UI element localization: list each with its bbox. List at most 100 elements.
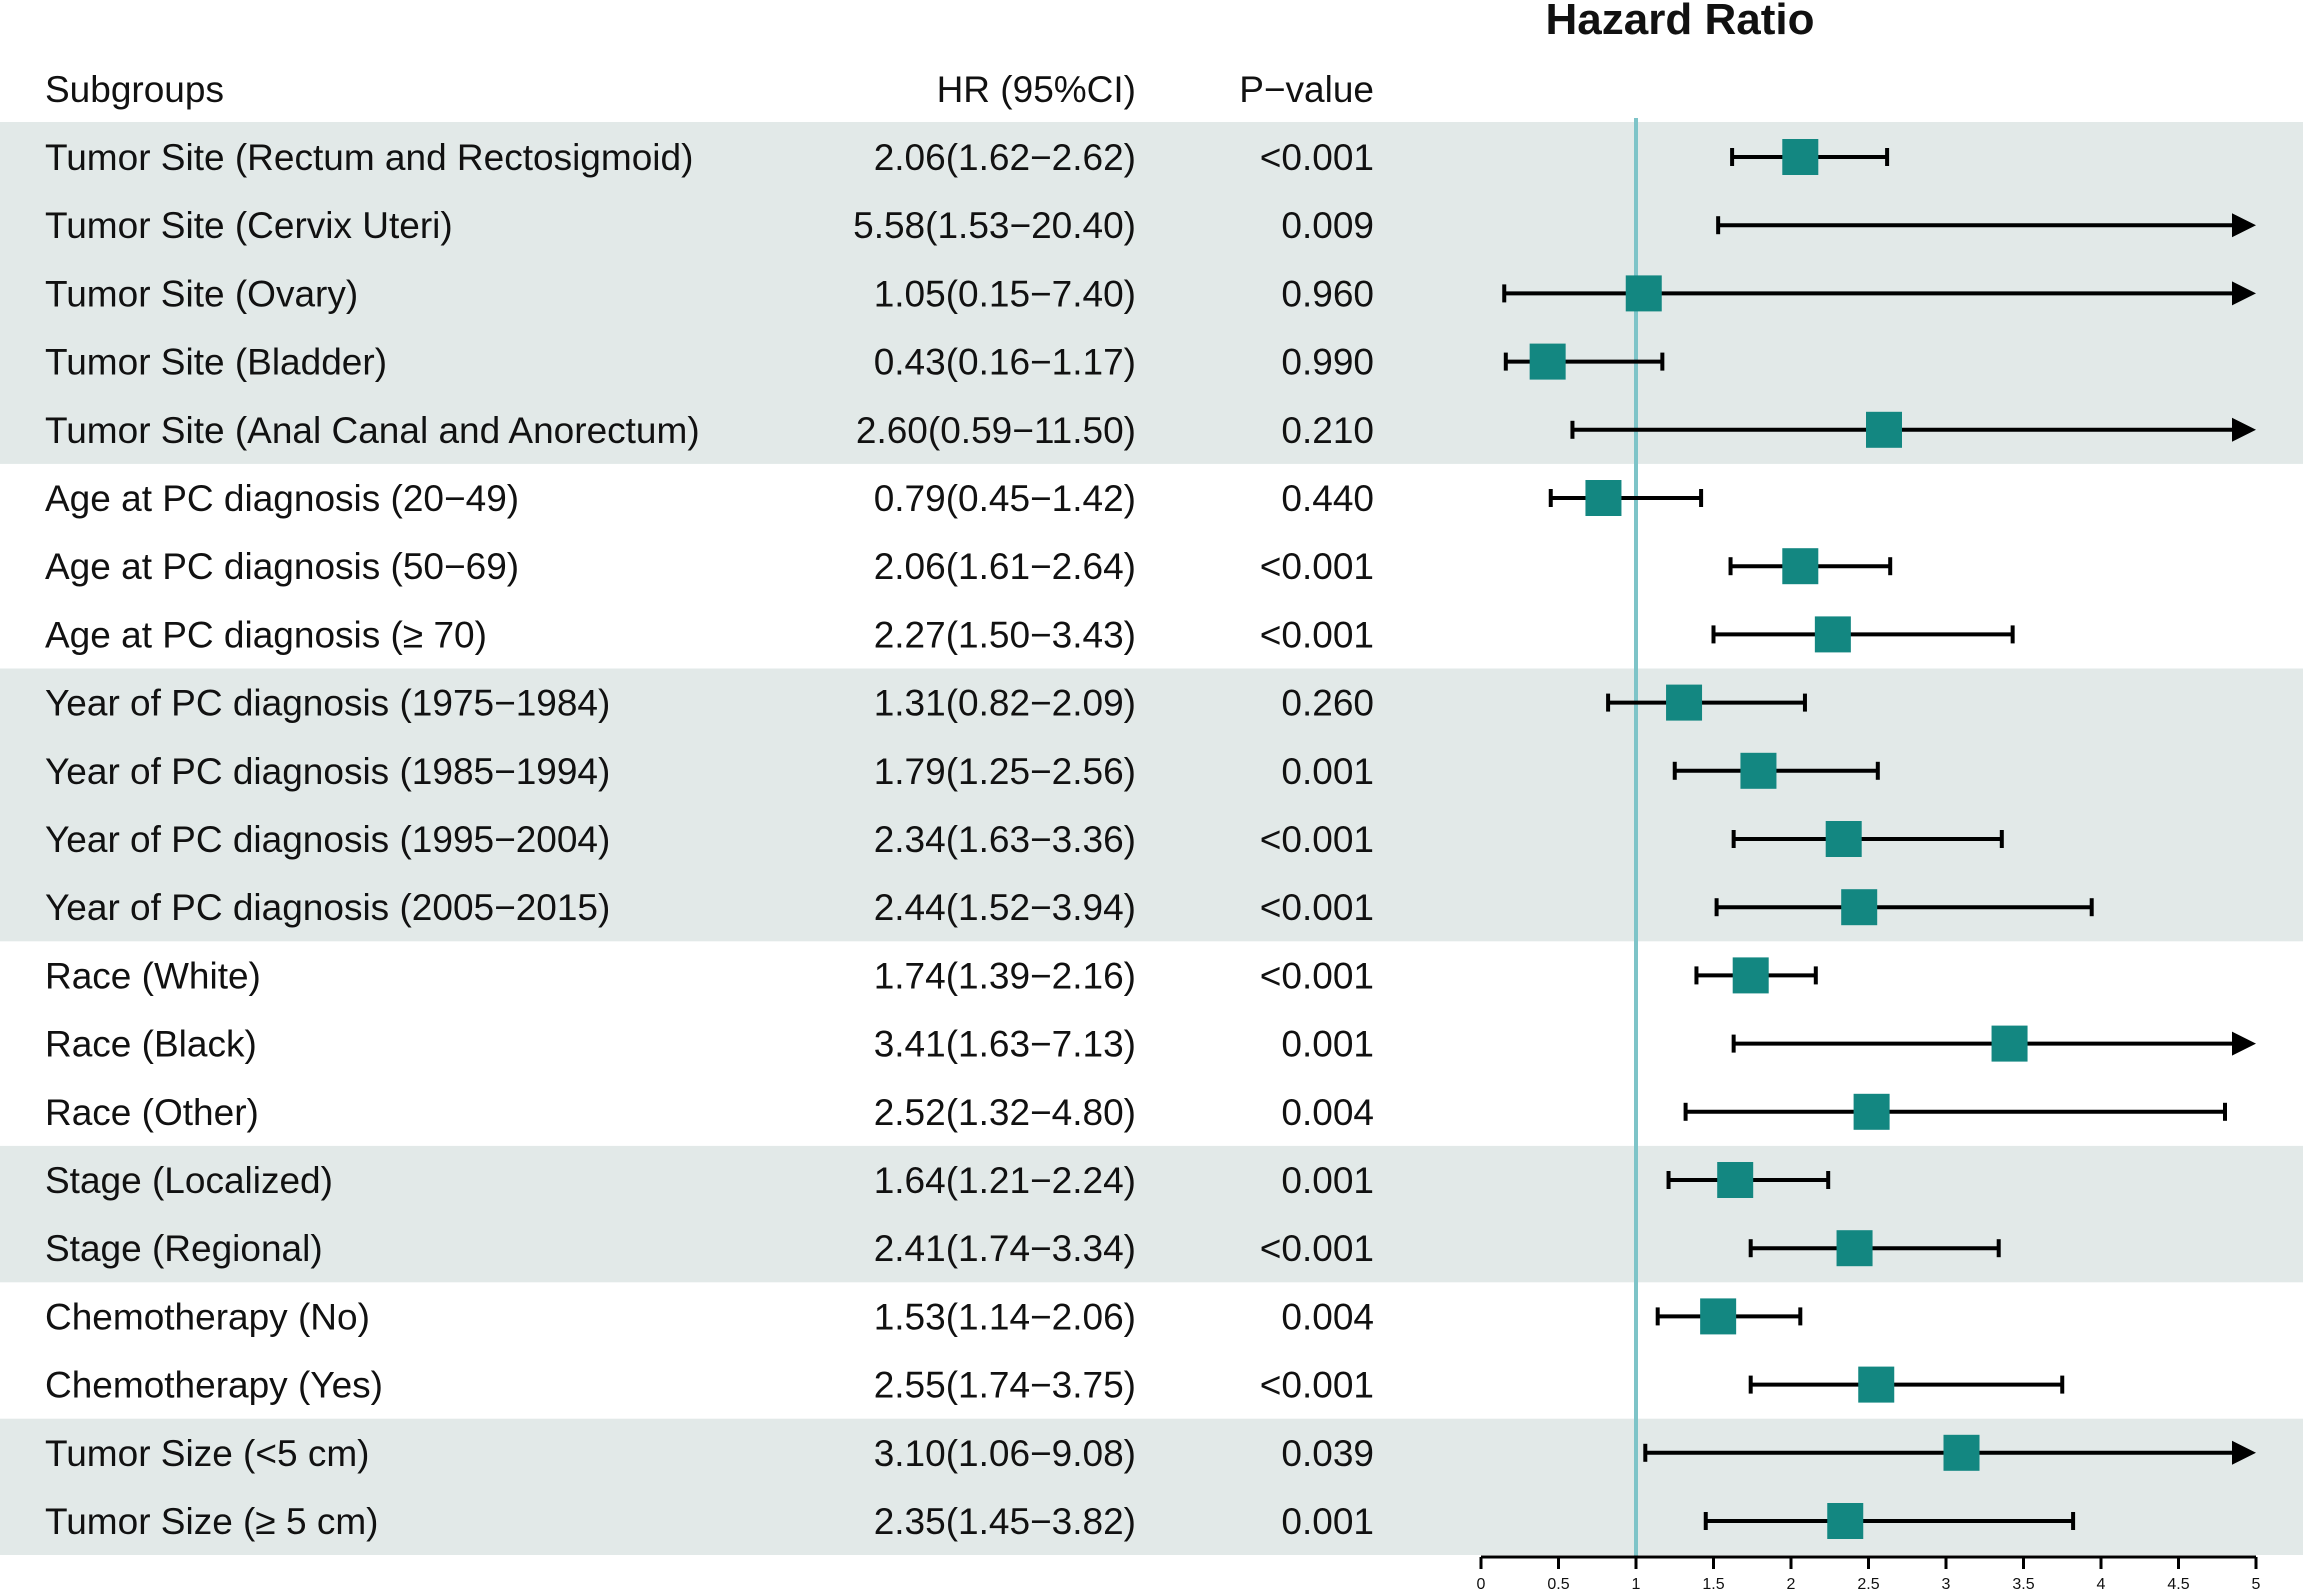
hr-marker <box>1666 684 1703 721</box>
subgroup-label: Tumor Site (Anal Canal and Anorectum) <box>45 410 700 451</box>
hr-ci-value: 1.64(1.21−2.24) <box>874 1160 1136 1201</box>
p-value: 0.001 <box>1281 1501 1374 1542</box>
hr-marker <box>1827 1503 1864 1539</box>
table-rows: Tumor Site (Rectum and Rectosigmoid) 2.06… <box>45 137 1374 1542</box>
subgroup-label: Race (Black) <box>45 1024 257 1065</box>
hr-ci-value: 1.05(0.15−7.40) <box>874 273 1136 314</box>
hr-ci-value: 0.43(0.16−1.17) <box>874 342 1136 383</box>
hr-marker <box>1814 616 1851 653</box>
subgroup-label: Tumor Size (≥ 5 cm) <box>45 1501 378 1542</box>
p-value: 0.004 <box>1281 1092 1374 1133</box>
p-value: 0.960 <box>1281 273 1374 314</box>
subgroup-label: Year of PC diagnosis (1975−1984) <box>45 683 610 724</box>
hr-ci-value: 2.34(1.63−3.36) <box>874 819 1136 860</box>
x-tick-label: 3.5 <box>2012 1576 2034 1593</box>
hr-marker <box>1782 139 1819 175</box>
p-value: 0.001 <box>1281 751 1374 792</box>
hr-marker <box>1740 752 1777 789</box>
ci-arrow <box>2232 1440 2256 1465</box>
hr-ci-value: 1.74(1.39−2.16) <box>874 955 1136 996</box>
chart-title: Hazard Ratio <box>1546 0 1815 44</box>
ci-arrow <box>2232 1031 2256 1056</box>
subgroup-label: Age at PC diagnosis (50−69) <box>45 546 519 587</box>
subgroups-header: Subgroups <box>45 69 224 110</box>
p-value: 0.260 <box>1281 683 1374 724</box>
x-axis: 0 0.5 1 1.5 2 2.5 3 3.5 4 4.5 5 <box>1477 1555 2261 1593</box>
x-tick-label: 1 <box>1632 1576 1641 1593</box>
hr-marker <box>1732 957 1769 994</box>
subgroup-label: Age at PC diagnosis (≥ 70) <box>45 614 487 655</box>
hr-ci-value: 1.31(0.82−2.09) <box>874 683 1136 724</box>
hr-ci-value: 2.35(1.45−3.82) <box>874 1501 1136 1542</box>
x-tick-label: 1.5 <box>1702 1576 1724 1593</box>
p-value: <0.001 <box>1260 546 1374 587</box>
hr-marker <box>1585 480 1622 516</box>
subgroup-label: Race (White) <box>45 955 261 996</box>
hr-ci-value: 1.79(1.25−2.56) <box>874 751 1136 792</box>
hr-marker <box>1866 411 1902 448</box>
p-value: 0.001 <box>1281 1160 1374 1201</box>
subgroup-label: Year of PC diagnosis (2005−2015) <box>45 887 610 928</box>
hr-ci-value: 2.27(1.50−3.43) <box>874 614 1136 655</box>
hr-marker <box>1717 1162 1754 1198</box>
hr-ci-value: 2.60(0.59−11.50) <box>856 410 1136 451</box>
subgroup-label: Tumor Site (Cervix Uteri) <box>45 205 453 246</box>
hr-marker <box>1700 1298 1737 1335</box>
hr-marker <box>1529 343 1566 380</box>
hr-ci-value: 2.06(1.62−2.62) <box>874 137 1136 178</box>
subgroup-label: Tumor Size (<5 cm) <box>45 1433 370 1474</box>
hr-ci-value: 2.52(1.32−4.80) <box>874 1092 1136 1133</box>
subgroup-label: Stage (Regional) <box>45 1228 323 1269</box>
hr-header: HR (95%CI) <box>937 69 1136 110</box>
hr-ci-value: 0.79(0.45−1.42) <box>874 478 1136 519</box>
hr-ci-value: 3.41(1.63−7.13) <box>874 1024 1136 1065</box>
hr-ci-value: 2.06(1.61−2.64) <box>874 546 1136 587</box>
forest-marks <box>1502 139 2256 1539</box>
hr-ci-value: 2.44(1.52−3.94) <box>874 887 1136 928</box>
p-value: 0.440 <box>1281 478 1374 519</box>
x-tick-label: 3 <box>1942 1576 1951 1593</box>
hr-marker <box>1625 275 1662 312</box>
hr-ci-value: 5.58(1.53−20.40) <box>853 205 1136 246</box>
p-value: <0.001 <box>1260 614 1374 655</box>
hr-marker <box>1991 1025 2028 1062</box>
subgroup-label: Chemotherapy (No) <box>45 1296 370 1337</box>
subgroup-label: Year of PC diagnosis (1995−2004) <box>45 819 610 860</box>
x-tick-label: 2 <box>1787 1576 1796 1593</box>
group-band <box>0 1145 2303 1283</box>
p-value: <0.001 <box>1260 819 1374 860</box>
group-band <box>0 668 2303 942</box>
x-tick-label: 4.5 <box>2167 1576 2189 1593</box>
p-value: <0.001 <box>1260 137 1374 178</box>
hr-marker <box>1782 548 1819 585</box>
p-value: <0.001 <box>1260 1365 1374 1406</box>
x-tick-label: 0 <box>1477 1576 1486 1593</box>
hr-marker <box>1853 1093 1890 1130</box>
x-tick-label: 4 <box>2097 1576 2106 1593</box>
hr-marker <box>1943 1434 1980 1471</box>
hr-ci-value: 2.55(1.74−3.75) <box>874 1365 1136 1406</box>
subgroup-label: Age at PC diagnosis (20−49) <box>45 478 519 519</box>
group-band <box>0 1418 2303 1555</box>
hr-ci-value: 1.53(1.14−2.06) <box>874 1296 1136 1337</box>
hr-ci-value: 2.41(1.74−3.34) <box>874 1228 1136 1269</box>
p-value: <0.001 <box>1260 955 1374 996</box>
p-value: 0.210 <box>1281 410 1374 451</box>
ci-arrow <box>2232 213 2256 238</box>
p-value: 0.009 <box>1281 205 1374 246</box>
hr-marker <box>1841 889 1878 926</box>
x-tick-label: 2.5 <box>1857 1576 1879 1593</box>
hr-ci-value: 3.10(1.06−9.08) <box>874 1433 1136 1474</box>
p-value: <0.001 <box>1260 887 1374 928</box>
subgroup-label: Tumor Site (Rectum and Rectosigmoid) <box>45 137 693 178</box>
p-value-header: P−value <box>1239 69 1374 110</box>
p-value: 0.990 <box>1281 342 1374 383</box>
x-tick-label: 0.5 <box>1547 1576 1569 1593</box>
subgroup-label: Tumor Site (Ovary) <box>45 273 358 314</box>
subgroup-label: Chemotherapy (Yes) <box>45 1365 383 1406</box>
p-value: 0.039 <box>1281 1433 1374 1474</box>
subgroup-label: Race (Other) <box>45 1092 259 1133</box>
hr-marker <box>1825 821 1862 857</box>
x-tick-label: 5 <box>2252 1576 2261 1593</box>
